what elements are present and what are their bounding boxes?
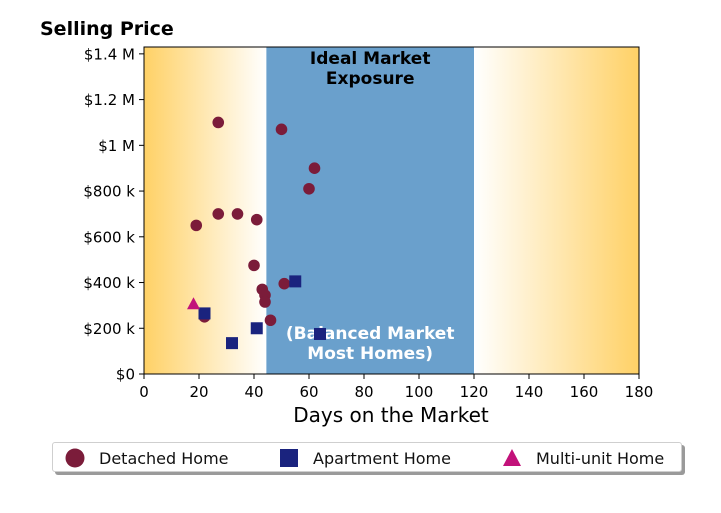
multi-unit-home-point-0 <box>187 297 200 310</box>
legend-label-apartment: Apartment Home <box>313 448 451 468</box>
ideal-exposure-band <box>266 47 474 374</box>
triangle-marker-icon <box>503 449 521 466</box>
x-tick-label-3: 60 <box>299 383 318 401</box>
right-gradient-band <box>474 47 639 374</box>
legend-label-multi-unit: Multi-unit Home <box>536 448 665 468</box>
plot-background <box>144 47 639 374</box>
legend-label-detached: Detached Home <box>99 448 229 468</box>
apartment-home-point-2 <box>198 307 211 320</box>
legend-item-apartment: Apartment Home <box>279 447 451 469</box>
annotation-bottom-line-1: Most Homes) <box>307 344 433 364</box>
y-tick-label-4: $800 k <box>83 183 135 201</box>
y-tick-label-7: $1.4 M <box>84 45 135 63</box>
detached-home-point-13 <box>264 314 277 327</box>
y-tick-label-5: $1 M <box>98 137 135 155</box>
circle-marker-icon <box>65 448 85 468</box>
y-tick-label-0: $0 <box>116 366 135 384</box>
detached-home-point-11 <box>259 296 271 308</box>
apartment-home-point-0 <box>289 275 302 288</box>
annotation-top-line-0: Ideal Market <box>310 49 431 69</box>
data-points <box>187 116 326 350</box>
x-tick-label-2: 40 <box>244 383 263 401</box>
x-tick-label-0: 0 <box>139 383 149 401</box>
square-marker-icon <box>280 449 298 467</box>
x-tick-label-4: 80 <box>354 383 373 401</box>
detached-home-point-12 <box>278 277 291 290</box>
detached-home-point-2 <box>308 162 321 174</box>
annotation-bottom-line-0: (Balanced Market <box>286 324 455 344</box>
legend: Detached Home Apartment Home Multi-unit … <box>52 442 682 472</box>
apartment-home-point-3 <box>250 322 263 335</box>
detached-home-point-8 <box>248 259 260 272</box>
apartment-home-point-4 <box>226 337 238 350</box>
axes: 0 20 40 60 80 100 120 140 160 180 $0 $200 k $400 k $6… <box>83 45 653 401</box>
detached-home-point-7 <box>190 219 203 232</box>
detached-home-point-4 <box>212 208 225 220</box>
y-tick-label-1: $200 k <box>83 320 135 338</box>
legend-item-multi-unit: Multi-unit Home <box>502 447 664 469</box>
left-gradient-band <box>144 47 267 374</box>
legend-item-detached: Detached Home <box>65 447 229 469</box>
x-tick-label-5: 100 <box>405 383 434 401</box>
x-tick-label-6: 120 <box>460 383 489 401</box>
apartment-home-point-1 <box>314 327 326 340</box>
plot-frame <box>143 46 640 375</box>
x-tick-label-8: 160 <box>570 383 599 401</box>
detached-home-point-3 <box>303 182 315 195</box>
y-tick-label-6: $1.2 M <box>84 91 135 109</box>
x-axis-label: Days on the Market <box>293 403 489 427</box>
x-tick-label-7: 140 <box>515 383 544 401</box>
detached-home-point-6 <box>250 213 263 226</box>
y-tick-label-3: $600 k <box>83 228 135 246</box>
annotation-top-line-1: Exposure <box>326 69 415 89</box>
x-tick-label-1: 20 <box>189 383 208 401</box>
chart-title: Selling Price <box>40 18 174 40</box>
y-tick-label-2: $400 k <box>83 274 135 292</box>
detached-home-point-1 <box>275 123 288 136</box>
detached-home-point-0 <box>212 116 225 129</box>
x-tick-label-9: 180 <box>625 383 654 401</box>
detached-home-point-5 <box>231 208 244 220</box>
